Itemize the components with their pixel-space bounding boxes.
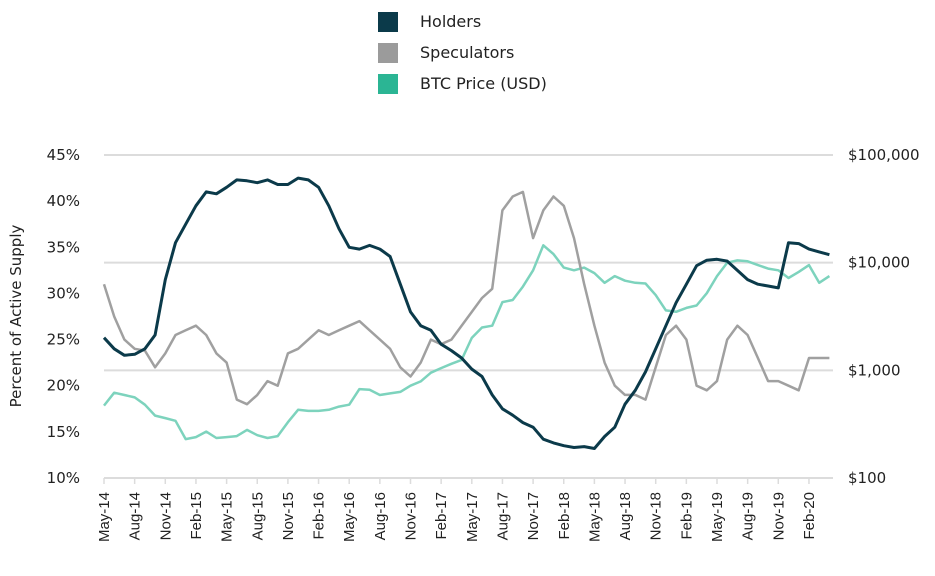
x-tick-label: Aug-15	[249, 492, 266, 540]
legend-swatch-holders	[378, 11, 398, 32]
x-tick-label: May-16	[341, 492, 358, 542]
legend: Holders Speculators BTC Price (USD)	[378, 6, 547, 99]
speculators-line	[102, 190, 830, 406]
x-tick-label: Feb-16	[311, 492, 328, 540]
y-left-tick-label: 40%	[47, 192, 80, 210]
x-tick-label: Feb-20	[801, 492, 818, 540]
y-left-tick-label: 45%	[47, 146, 80, 164]
x-tick-label: Aug-16	[372, 492, 389, 540]
x-tick-label: Feb-15	[188, 492, 205, 540]
y-right-tick-label: $100,000	[848, 146, 920, 164]
x-tick-label: Nov-15	[280, 492, 297, 540]
y-left-tick-label: 25%	[47, 331, 80, 349]
x-tick-label: May-15	[219, 492, 236, 542]
x-tick-label: May-17	[464, 492, 481, 542]
x-tick-label: Aug-19	[740, 492, 757, 540]
legend-item-holders: Holders	[378, 6, 547, 37]
y-axis-right: $100 $1,000 $10,000 $100,000	[848, 146, 920, 487]
x-tick-label: Feb-17	[433, 492, 450, 540]
x-tick-label: Feb-18	[556, 492, 573, 540]
y-left-tick-label: 10%	[47, 469, 80, 487]
holders-line	[102, 176, 830, 450]
legend-label-speculators: Speculators	[420, 43, 515, 62]
legend-item-speculators: Speculators	[378, 37, 547, 68]
legend-label-btc-price: BTC Price (USD)	[420, 74, 547, 93]
x-tick-label: Aug-18	[617, 492, 634, 540]
y-right-tick-label: $10,000	[848, 254, 910, 272]
y-left-tick-label: 30%	[47, 284, 80, 302]
legend-swatch-speculators	[378, 42, 398, 63]
x-tick-label: Nov-18	[648, 492, 665, 540]
x-tick-label: Nov-16	[403, 492, 420, 540]
x-tick-label: May-18	[586, 492, 603, 542]
x-axis: May-14 Aug-14 Nov-14 Feb-15 May-15 Aug-15 Nov-…	[96, 478, 818, 542]
x-tick-label: May-14	[96, 492, 113, 542]
btc-price-line	[103, 244, 831, 441]
x-tick-label: Nov-14	[157, 492, 174, 540]
y-left-tick-label: 15%	[47, 423, 80, 441]
x-tick-label: Nov-19	[770, 492, 787, 540]
series-lines	[102, 176, 831, 450]
y-right-tick-label: $100	[848, 469, 886, 487]
legend-label-holders: Holders	[420, 12, 482, 31]
y-right-tick-label: $1,000	[848, 361, 901, 379]
x-tick-label: Aug-17	[494, 492, 511, 540]
x-tick-label: Aug-14	[127, 492, 144, 540]
y-axis-left: 10% 15% 20% 25% 30% 35% 40% 45%	[47, 146, 80, 487]
x-tick-label: Nov-17	[525, 492, 542, 540]
x-tick-label: Feb-19	[678, 492, 695, 540]
y-left-tick-label: 35%	[47, 238, 80, 256]
y-axis-label: Percent of Active Supply	[7, 225, 25, 408]
y-left-tick-label: 20%	[47, 377, 80, 395]
x-tick-label: May-19	[709, 492, 726, 542]
gridlines	[104, 154, 833, 479]
legend-item-btc-price: BTC Price (USD)	[378, 68, 547, 99]
legend-swatch-btc-price	[378, 73, 398, 94]
